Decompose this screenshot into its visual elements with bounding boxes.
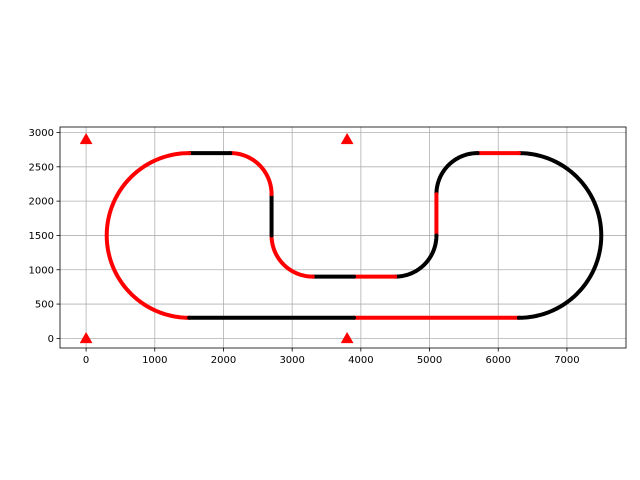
triangle-marker <box>79 132 93 145</box>
track-segment <box>228 151 274 197</box>
track-segment <box>104 151 192 320</box>
x-tick-label: 5000 <box>417 355 442 366</box>
grid-lines <box>60 127 626 348</box>
x-tick-label: 0 <box>83 355 89 366</box>
track-segment <box>434 151 480 197</box>
x-tick-label: 7000 <box>554 355 579 366</box>
y-tick-label: 2000 <box>29 197 54 208</box>
triangle-marker <box>340 331 354 344</box>
x-tick-label: 6000 <box>486 355 511 366</box>
y-tick-label: 1500 <box>29 231 54 242</box>
y-tick-label: 2500 <box>29 162 54 173</box>
y-tick-label: 0 <box>48 334 54 345</box>
triangle-marker <box>79 331 93 344</box>
x-tick-label: 4000 <box>348 355 373 366</box>
plot-frame <box>59 126 627 349</box>
track-segment <box>269 233 315 279</box>
y-tick-label: 3000 <box>29 128 54 139</box>
triangle-marker <box>340 132 354 145</box>
axis-ticks: 0 1000 2000 3000 4000 5000 6000 7000 0 500 1000 150… <box>29 128 580 366</box>
x-tick-label: 1000 <box>142 355 167 366</box>
track-segment <box>516 151 604 320</box>
track-path <box>104 151 604 320</box>
track-segment <box>393 233 439 279</box>
x-tick-label: 2000 <box>211 355 236 366</box>
x-tick-label: 3000 <box>279 355 304 366</box>
y-tick-label: 500 <box>35 300 54 311</box>
anchor-markers <box>79 132 354 344</box>
y-tick-label: 1000 <box>29 265 54 276</box>
